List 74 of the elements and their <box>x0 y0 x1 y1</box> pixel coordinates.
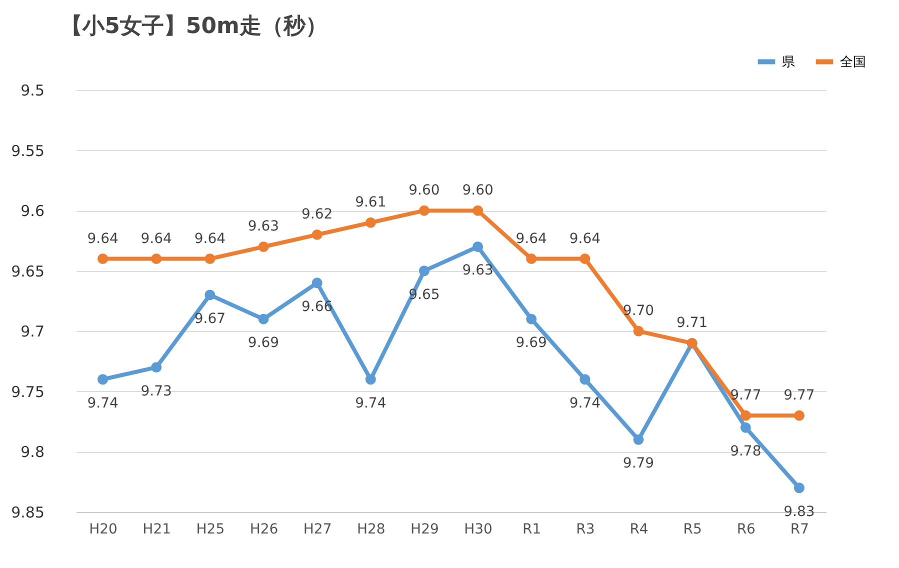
point <box>98 374 108 385</box>
x-tick-label: H26 <box>250 522 278 538</box>
data-label: 9.64 <box>87 230 118 247</box>
data-label: 9.83 <box>784 504 815 520</box>
x-tick-label: H20 <box>89 522 118 538</box>
y-tick-label: 9.65 <box>11 262 44 280</box>
data-label: 9.60 <box>408 182 440 199</box>
x-tick-label: R4 <box>630 522 648 538</box>
point <box>204 254 216 264</box>
data-label: 9.69 <box>516 335 547 352</box>
point <box>312 229 322 240</box>
x-tick-label: R5 <box>683 522 702 538</box>
point <box>312 278 322 288</box>
point <box>151 254 162 264</box>
data-label: 9.71 <box>676 315 708 332</box>
data-label: 9.74 <box>87 395 118 412</box>
point <box>526 254 537 264</box>
x-tick-label: H28 <box>356 522 386 538</box>
point <box>526 314 537 324</box>
data-label: 9.64 <box>140 230 172 247</box>
point <box>740 410 751 421</box>
data-label: 9.73 <box>140 383 172 400</box>
data-label: 9.62 <box>301 206 333 223</box>
legend-label: 全国 <box>840 54 866 70</box>
y-tick-label: 9.7 <box>20 322 44 341</box>
data-label: 9.61 <box>355 194 386 211</box>
point <box>794 410 804 421</box>
data-label: 9.64 <box>569 230 601 247</box>
point <box>258 242 269 252</box>
x-tick-label: R7 <box>790 522 810 538</box>
data-label: 9.60 <box>462 182 494 199</box>
legend-label: 県 <box>782 54 795 70</box>
data-label: 9.67 <box>194 310 226 327</box>
point <box>633 326 644 336</box>
x-tick-label: H29 <box>410 522 439 538</box>
x-tick-label: R1 <box>522 522 542 538</box>
chart-title: 【小5女子】50m走（秒） <box>60 14 328 39</box>
y-tick-label: 9.55 <box>11 142 44 160</box>
point <box>633 434 644 445</box>
point <box>258 314 269 324</box>
x-tick-label: H21 <box>142 522 172 538</box>
x-tick-label: H27 <box>303 522 332 538</box>
data-label: 9.64 <box>516 230 548 247</box>
data-label: 9.77 <box>784 388 815 404</box>
x-tick-label: R6 <box>736 522 756 538</box>
y-tick-label: 9.5 <box>20 82 44 100</box>
point <box>98 254 108 264</box>
point <box>418 266 430 276</box>
data-label: 9.74 <box>569 395 601 412</box>
point <box>472 242 484 252</box>
point <box>580 254 590 264</box>
x-tick-label: H30 <box>464 522 492 538</box>
y-tick-label: 9.75 <box>11 382 44 401</box>
data-label: 9.63 <box>248 218 280 235</box>
data-label: 9.63 <box>462 262 494 279</box>
data-label: 9.74 <box>355 395 386 412</box>
point <box>472 205 484 216</box>
data-label: 9.78 <box>730 444 762 460</box>
point <box>204 290 216 300</box>
y-tick-label: 9.85 <box>11 504 44 522</box>
data-label: 9.79 <box>622 456 654 472</box>
data-label: 9.69 <box>248 335 280 352</box>
x-tick-label: R3 <box>576 522 595 538</box>
x-tick-label: H25 <box>196 522 225 538</box>
point <box>151 362 162 373</box>
point <box>794 482 804 494</box>
point <box>365 217 376 228</box>
point <box>365 374 376 385</box>
y-tick-label: 9.6 <box>20 202 44 220</box>
point <box>418 205 430 216</box>
y-tick-label: 9.8 <box>20 443 44 462</box>
data-label: 9.64 <box>194 230 226 247</box>
point <box>740 422 751 433</box>
point <box>580 374 590 385</box>
